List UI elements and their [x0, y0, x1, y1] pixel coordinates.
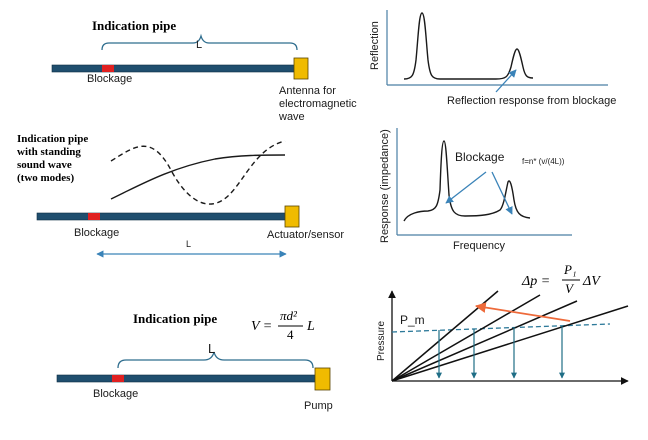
length-label: L: [186, 239, 191, 249]
chart2-xlabel: Frequency: [453, 240, 505, 252]
pressure-line-3: [391, 300, 578, 382]
blockage-label: Blockage: [74, 227, 119, 239]
blockage-arrow-left: [445, 171, 487, 204]
length-bracket: [101, 33, 298, 51]
pipe: [36, 212, 288, 221]
standing-wave-mode-2: [110, 140, 286, 205]
antenna-label-line-1: Antenna for: [279, 85, 336, 97]
blockage-marker: [88, 213, 100, 220]
blockage-label: Blockage: [93, 388, 138, 400]
pump-box: [314, 367, 331, 391]
pressure-line-2: [391, 294, 541, 382]
impedance-curve: [403, 140, 531, 222]
chart2-formula: f=n* (v/(4L)): [522, 157, 565, 166]
panel-indication-pipe-pump: Indication pipe V = πd² 4 L L Blockage P…: [56, 308, 333, 412]
chart1-caption: Reflection response from blockage: [447, 95, 616, 107]
pm-label: P_m: [400, 313, 425, 327]
panel-indication-pipe-antenna: Indication pipe L Blockage Antenna for e…: [51, 18, 357, 123]
blockage-arrow-right: [491, 171, 513, 215]
panel2-title-line-1: Indication pipe: [17, 133, 88, 145]
pressure-formula-tail: ΔV: [582, 274, 601, 289]
chart-reflection: Reflection Reflection response from bloc…: [369, 10, 616, 107]
pressure-formula: Δp = P₁ V ΔV: [521, 262, 601, 296]
reflection-curve: [403, 12, 534, 80]
volume-formula-denominator: 4: [287, 327, 294, 342]
chart3-ylabel: Pressure: [376, 321, 387, 361]
panel3-title: Indication pipe: [133, 311, 217, 326]
pressure-formula-lhs: Δp =: [521, 274, 550, 289]
volume-formula: V = πd² 4 L: [251, 308, 315, 342]
pipe: [56, 374, 316, 383]
pressure-formula-numerator: P₁: [563, 262, 576, 277]
chart-pressure: Δp = P₁ V ΔV Pressure P_m: [376, 262, 629, 385]
chart2-blockage-label: Blockage: [455, 150, 505, 164]
pressure-formula-denominator: V: [565, 281, 575, 296]
chart-impedance-response: Response (impedance) Frequency Blockage …: [379, 128, 572, 252]
blockage-marker: [102, 65, 114, 72]
volume-formula-numerator: πd²: [280, 308, 298, 323]
panel2-title-line-4: (two modes): [17, 172, 74, 184]
volume-formula-lhs: V =: [251, 319, 272, 334]
pressure-line-4: [391, 305, 629, 382]
chart2-ylabel: Response (impedance): [379, 129, 391, 243]
pump-label: Pump: [304, 400, 333, 412]
volume-formula-tail: L: [306, 319, 315, 334]
length-label: L: [208, 341, 215, 356]
chart1-caption-arrow: [495, 69, 517, 93]
panel-standing-wave-pipe: Indication pipe with standing sound wave…: [17, 133, 344, 258]
panel2-title-line-3: sound wave: [17, 159, 72, 171]
antenna-label-line-2: electromagnetic: [279, 98, 357, 110]
length-label: L: [196, 39, 202, 51]
antenna-label-line-3: wave: [278, 111, 305, 123]
standing-wave-mode-1: [110, 154, 286, 200]
actuator-box: [284, 205, 300, 228]
length-bracket: [117, 351, 314, 369]
pm-dashed-line: [391, 323, 611, 333]
blockage-marker: [112, 375, 124, 382]
panel1-title: Indication pipe: [92, 18, 176, 33]
pressure-line-1: [391, 290, 499, 382]
actuator-label: Actuator/sensor: [267, 229, 344, 241]
pipe: [51, 64, 297, 73]
antenna-box: [293, 57, 309, 80]
chart1-ylabel: Reflection: [369, 21, 381, 70]
blockage-label: Blockage: [87, 73, 132, 85]
panel2-title-line-2: with standing: [17, 146, 81, 158]
orange-shift-arrow: [474, 302, 571, 322]
